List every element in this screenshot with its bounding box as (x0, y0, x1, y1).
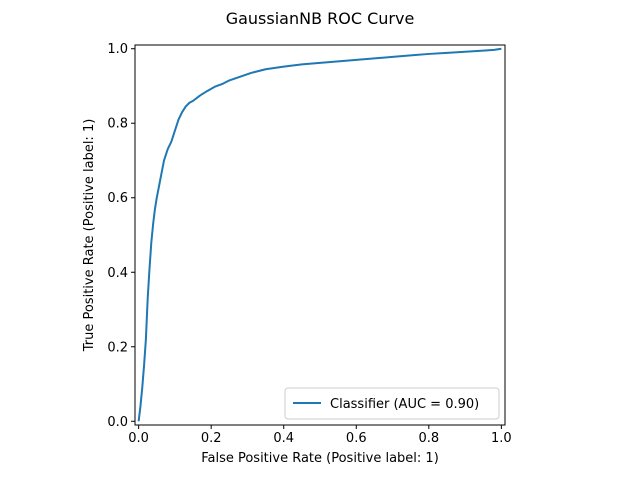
series-layer (137, 47, 502, 422)
y-tick-label: 0.8 (107, 117, 128, 132)
y-tick-label: 0.0 (107, 415, 128, 430)
x-tick-label: 0.4 (273, 431, 294, 446)
x-tick-label: 1.0 (491, 431, 512, 446)
roc-curve-line (137, 47, 502, 422)
y-axis-label: True Positive Rate (Positive label: 1) (82, 119, 97, 353)
x-axis-ticks: 0.0 0.2 0.4 0.6 0.8 1.0 (128, 425, 512, 446)
x-tick-label: 0.6 (346, 431, 367, 446)
legend-label: Classifier (AUC = 0.90) (330, 397, 479, 412)
chart-title: GaussianNB ROC Curve (226, 9, 415, 28)
x-axis-label: False Positive Rate (Positive label: 1) (201, 451, 439, 466)
y-tick-label: 1.0 (107, 42, 128, 57)
y-tick-label: 0.6 (107, 191, 128, 206)
x-tick-label: 0.0 (128, 431, 149, 446)
y-tick-label: 0.2 (107, 340, 128, 355)
y-axis-ticks: 0.0 0.2 0.4 0.6 0.8 1.0 (107, 42, 135, 430)
legend-box (284, 387, 500, 420)
x-tick-label: 0.8 (418, 431, 439, 446)
plot-frame (134, 44, 506, 426)
x-tick-label: 0.2 (201, 431, 222, 446)
legend: Classifier (AUC = 0.90) (284, 387, 500, 420)
y-tick-label: 0.4 (107, 266, 128, 281)
